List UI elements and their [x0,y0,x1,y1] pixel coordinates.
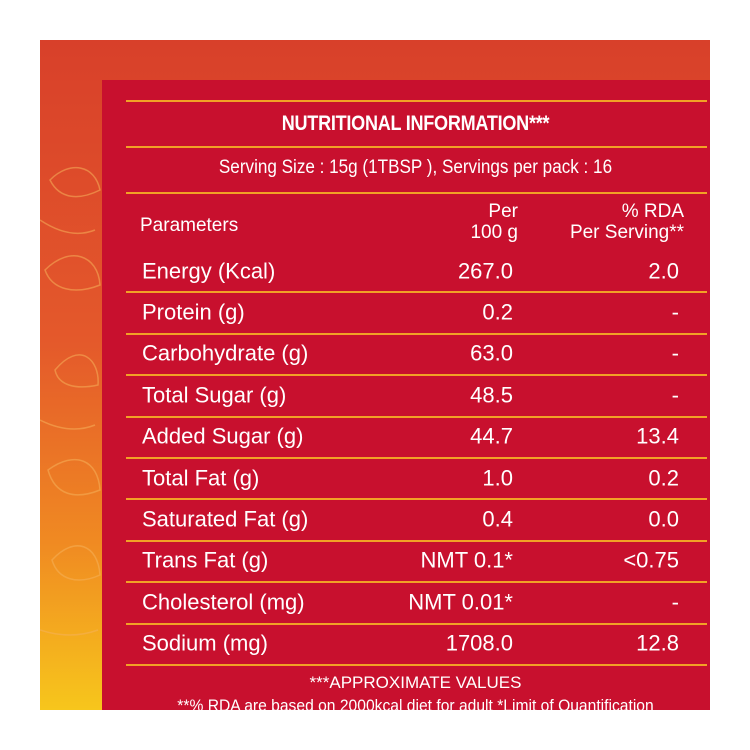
row-rda: <0.75 [623,547,679,573]
row-name: Trans Fat (g) [142,547,269,573]
row-name: Saturated Fat (g) [142,506,309,532]
row-name: Energy (Kcal) [142,258,276,284]
table-row: Cholesterol (mg) NMT 0.01* - [102,583,710,625]
row-rda: - [671,340,679,366]
serving-info: Serving Size : 15g (1TBSP ), Servings pe… [218,157,613,178]
table-row: Saturated Fat (g) 0.4 0.0 [102,500,710,542]
table-row: Trans Fat (g) NMT 0.1* <0.75 [102,542,710,584]
row-name: Carbohydrate (g) [142,340,309,366]
header-rda-line1: % RDA [621,201,684,222]
row-rda: 13.4 [636,423,679,449]
row-rda: - [671,299,679,325]
row-per-100g: 0.2 [482,299,513,325]
header-rda-line2: Per Serving** [569,222,684,243]
row-per-100g: 63.0 [470,340,513,366]
table-row: Total Sugar (g) 48.5 - [102,376,710,418]
panel-title: NUTRITIONAL INFORMATION*** [281,112,550,135]
row-rda: 2.0 [648,258,679,284]
header-per-line1: Per [488,201,518,222]
row-per-100g: 267.0 [457,258,513,284]
row-name: Total Fat (g) [142,465,260,491]
header-rda: % RDA Per Serving** [570,201,684,243]
row-rda: 0.2 [648,465,679,491]
table-row: Protein (g) 0.2 - [102,293,710,335]
row-name: Cholesterol (mg) [142,589,305,615]
package-background: NUTRITIONAL INFORMATION*** Serving Size … [40,40,710,710]
table-row: Energy (Kcal) 267.0 2.0 [102,252,710,294]
header-parameters: Parameters [140,215,239,236]
row-rda: - [671,382,679,408]
row-per-100g: 1708.0 [445,630,513,656]
row-per-100g: 48.5 [470,382,513,408]
header-per-line2: 100 g [470,222,518,243]
title-rule [126,146,707,148]
row-rda: 0.0 [648,506,679,532]
row-rda: 12.8 [636,630,679,656]
row-name: Added Sugar (g) [142,423,304,449]
row-name: Sodium (mg) [142,630,268,656]
nutrition-table: Energy (Kcal) 267.0 2.0 Protein (g) 0.2 … [102,252,710,666]
row-name: Protein (g) [142,299,245,325]
footnote-approximate: ***APPROXIMATE VALUES [309,673,522,692]
nutrition-panel: NUTRITIONAL INFORMATION*** Serving Size … [102,80,710,710]
row-per-100g: 44.7 [470,423,513,449]
leaf-pattern-decoration [40,166,101,636]
row-per-100g: 0.4 [482,506,513,532]
table-row: Added Sugar (g) 44.7 13.4 [102,418,710,459]
row-per-100g: 1.0 [482,465,513,491]
serving-rule [126,192,707,194]
row-per-100g: NMT 0.1* [420,547,513,573]
table-row: Sodium (mg) 1708.0 12.8 [102,625,710,666]
top-rule [126,100,707,102]
footnote-rda: **% RDA are based on 2000kcal diet for a… [177,696,654,710]
row-per-100g: NMT 0.01* [408,589,513,615]
header-per-100g: Per 100 g [470,201,518,243]
table-row: Carbohydrate (g) 63.0 - [102,335,710,377]
row-name: Total Sugar (g) [142,382,287,408]
table-row: Total Fat (g) 1.0 0.2 [102,459,710,501]
row-rda: - [671,589,679,615]
